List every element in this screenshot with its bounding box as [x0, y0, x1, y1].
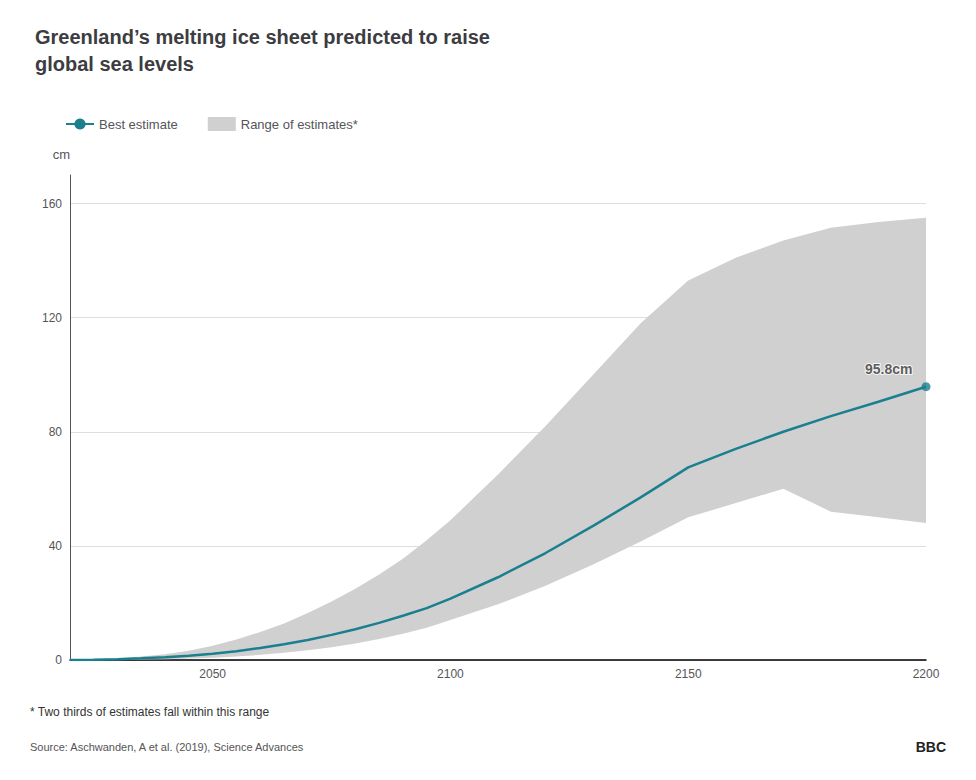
svg-text:* Two thirds of estimates fall: * Two thirds of estimates fall within th…	[30, 705, 270, 719]
svg-text:2100: 2100	[437, 667, 464, 681]
svg-text:0: 0	[55, 653, 62, 667]
svg-text:160: 160	[42, 197, 62, 211]
svg-text:BBC: BBC	[916, 739, 946, 755]
svg-text:2200: 2200	[913, 667, 940, 681]
svg-text:2050: 2050	[199, 667, 226, 681]
svg-text:80: 80	[49, 425, 63, 439]
svg-text:Source: Aschwanden, A et al. (: Source: Aschwanden, A et al. (2019), Sci…	[30, 741, 304, 753]
svg-text:Range of estimates*: Range of estimates*	[241, 117, 358, 132]
svg-text:global sea levels: global sea levels	[35, 53, 194, 75]
svg-text:120: 120	[42, 311, 62, 325]
svg-text:cm: cm	[53, 147, 70, 162]
svg-text:40: 40	[49, 539, 63, 553]
svg-text:2150: 2150	[675, 667, 702, 681]
svg-text:Best estimate: Best estimate	[99, 117, 178, 132]
svg-text:Greenland’s melting ice sheet: Greenland’s melting ice sheet predicted …	[35, 26, 490, 48]
svg-text:95.8cm: 95.8cm	[865, 361, 912, 377]
